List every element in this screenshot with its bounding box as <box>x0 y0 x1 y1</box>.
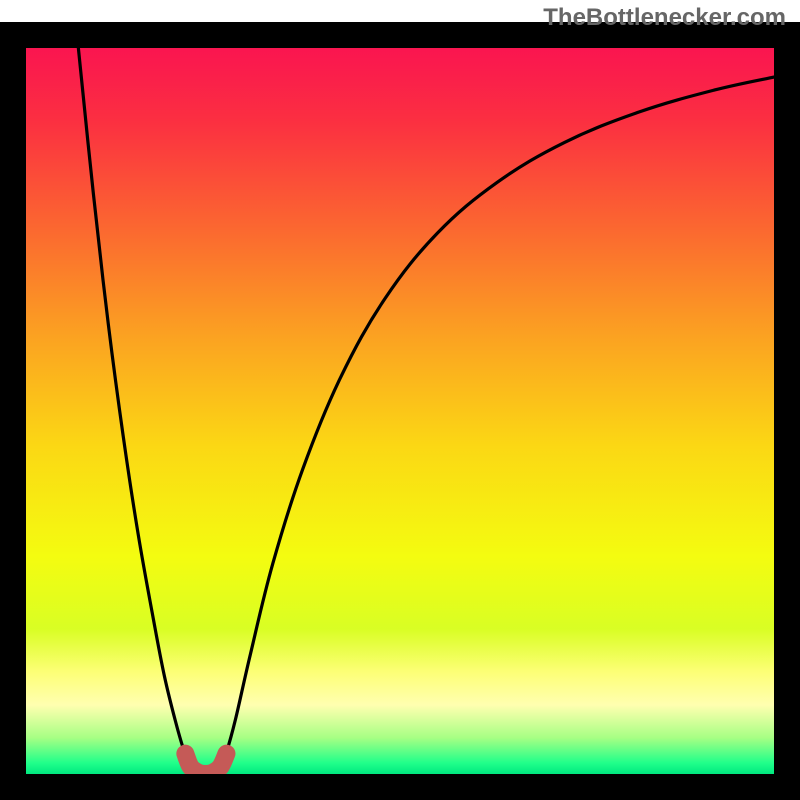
figure-root: TheBottlenecker.com <box>0 0 800 800</box>
plot-svg <box>0 0 800 800</box>
plot-background <box>26 48 774 774</box>
watermark-text: TheBottlenecker.com <box>543 4 786 32</box>
